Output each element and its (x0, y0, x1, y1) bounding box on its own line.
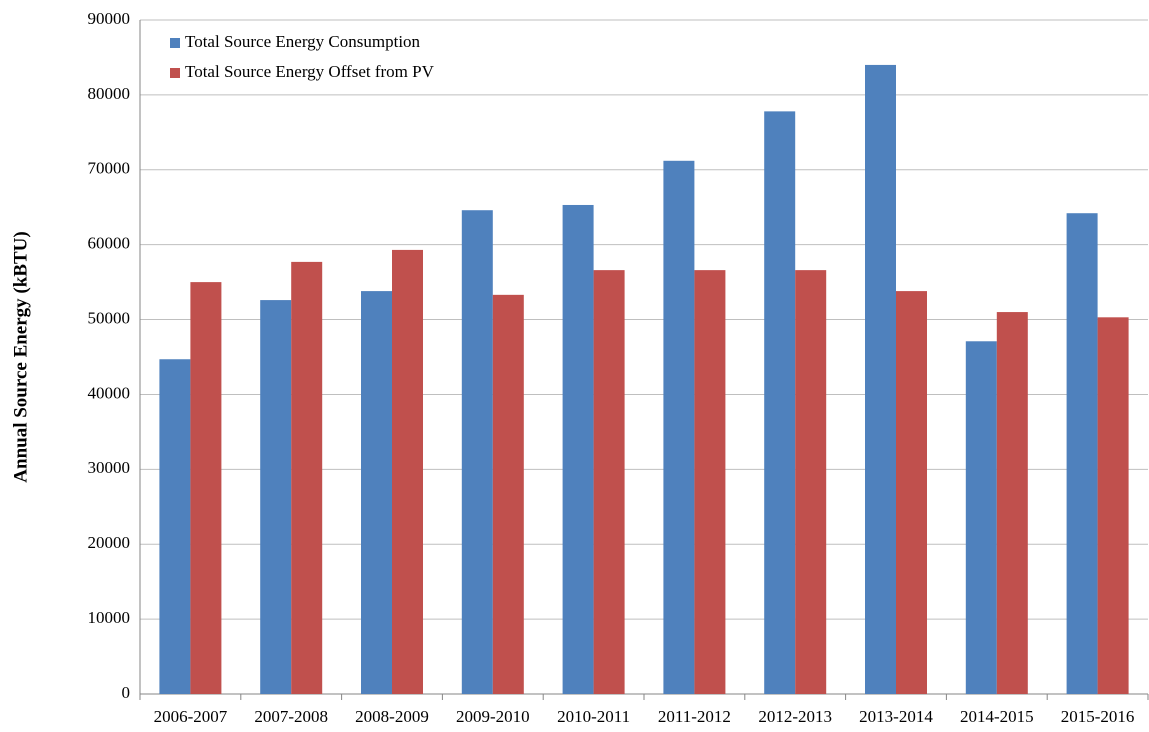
bar (159, 359, 191, 694)
x-tick-label: 2006-2007 (154, 707, 228, 726)
bar (1097, 317, 1129, 694)
y-tick-label: 30000 (88, 458, 131, 477)
bar (764, 111, 796, 694)
y-tick-label: 90000 (88, 9, 131, 28)
bar (392, 249, 423, 695)
y-tick-label: 40000 (88, 383, 131, 402)
bar (190, 282, 222, 694)
y-tick-label: 70000 (88, 159, 131, 178)
x-tick-label: 2014-2015 (960, 707, 1034, 726)
bar (996, 312, 1028, 694)
y-tick-label: 80000 (88, 84, 131, 103)
x-tick-label: 2009-2010 (456, 707, 530, 726)
bar (663, 160, 695, 694)
x-tick-label: 2007-2008 (254, 707, 328, 726)
y-tick-label: 0 (122, 683, 131, 702)
bar (562, 204, 594, 694)
y-axis-title: Annual Source Energy (kBTU) (10, 231, 31, 482)
legend-swatch (170, 68, 180, 78)
x-tick-label: 2011-2012 (658, 707, 731, 726)
bar (461, 210, 493, 694)
bar (291, 261, 323, 694)
bar (492, 294, 524, 694)
y-tick-label: 10000 (88, 608, 131, 627)
x-tick-label: 2008-2009 (355, 707, 429, 726)
x-tick-label: 2013-2014 (859, 707, 933, 726)
bar (795, 270, 827, 694)
bar (361, 291, 392, 694)
bar (896, 291, 927, 694)
legend-label: Total Source Energy Offset from PV (185, 62, 435, 81)
legend-swatch (170, 38, 180, 48)
x-tick-label: 2010-2011 (557, 707, 630, 726)
y-tick-label: 50000 (88, 308, 131, 327)
bar (260, 300, 292, 694)
bar (694, 270, 726, 694)
bar (1066, 213, 1098, 695)
bar (593, 270, 625, 694)
y-tick-label: 60000 (88, 234, 131, 253)
x-tick-label: 2015-2016 (1061, 707, 1135, 726)
bar (865, 64, 896, 694)
y-tick-label: 20000 (88, 533, 131, 552)
bar (965, 341, 997, 694)
legend-label: Total Source Energy Consumption (185, 32, 421, 51)
x-tick-label: 2012-2013 (758, 707, 832, 726)
